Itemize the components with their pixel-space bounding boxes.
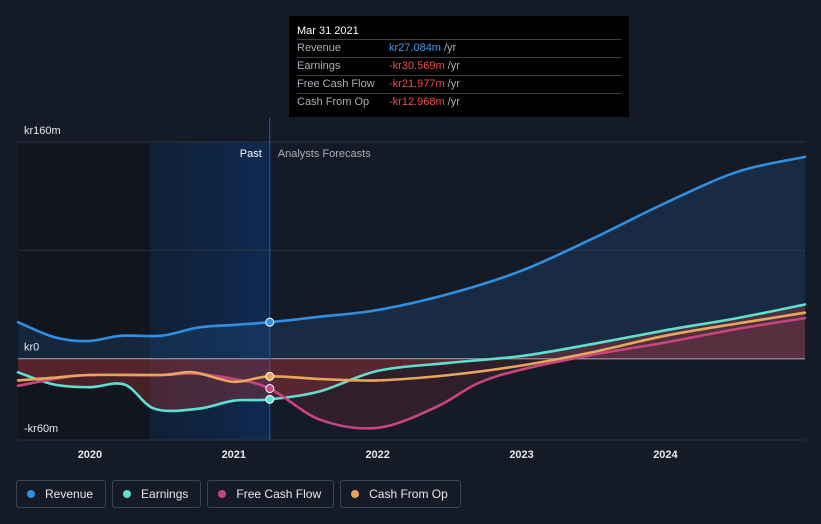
- tooltip: Mar 31 2021 Revenue kr27.084m /yr Earnin…: [289, 16, 629, 117]
- x-tick-label: 2022: [365, 449, 389, 461]
- tooltip-date: Mar 31 2021: [297, 25, 359, 37]
- past-shading: [150, 142, 270, 440]
- revenue-area: [18, 156, 805, 359]
- tooltip-unit: /yr: [447, 78, 460, 90]
- legend-label: Earnings: [141, 487, 189, 501]
- x-tick-label: 2021: [222, 449, 246, 461]
- fcf-area: [18, 318, 805, 429]
- legend-item-earnings[interactable]: Earnings: [112, 480, 202, 508]
- legend: Revenue Earnings Free Cash Flow Cash Fro…: [16, 480, 461, 508]
- legend-item-revenue[interactable]: Revenue: [16, 480, 107, 508]
- tooltip-value: kr27.084m: [389, 42, 441, 54]
- marker-free-cash-flow: [265, 384, 275, 394]
- tooltip-row-free-cash-flow: Free Cash Flow -kr21.977m /yr: [297, 75, 621, 93]
- tooltip-value: -kr30.569m: [389, 60, 445, 72]
- tooltip-label: Earnings: [297, 60, 341, 72]
- y-tick-label: -kr60m: [24, 423, 58, 435]
- legend-dot-icon: [218, 490, 227, 498]
- chart-darker-band: [18, 142, 150, 440]
- tooltip-label: Revenue: [297, 42, 342, 54]
- tooltip-row-cash-from-op: Cash From Op -kr12.968m /yr: [297, 93, 621, 111]
- legend-label: Cash From Op: [369, 487, 448, 501]
- tooltip-label: Free Cash Flow: [297, 78, 375, 90]
- earnings-area: [18, 304, 805, 411]
- legend-item-free-cash-flow[interactable]: Free Cash Flow: [207, 480, 335, 508]
- x-tick-label: 2024: [653, 449, 678, 461]
- x-tick-label: 2020: [78, 449, 102, 461]
- tooltip-value: -kr21.977m: [389, 78, 445, 90]
- forecast-label: Analysts Forecasts: [278, 148, 371, 160]
- y-tick-label: kr0: [24, 342, 39, 354]
- x-tick-label: 2023: [509, 449, 533, 461]
- marker-revenue: [265, 317, 275, 327]
- tooltip-unit: /yr: [447, 96, 460, 108]
- tooltip-unit: /yr: [447, 60, 460, 72]
- legend-item-cash-from-op[interactable]: Cash From Op: [340, 480, 461, 508]
- legend-dot-icon: [27, 490, 35, 498]
- tooltip-row-earnings: Earnings -kr30.569m /yr: [297, 57, 621, 75]
- legend-label: Revenue: [45, 487, 94, 501]
- past-label: Past: [240, 148, 262, 160]
- series-line-earnings: [16, 303, 807, 413]
- series-line-cash-from-op: [16, 311, 807, 384]
- legend-dot-icon: [351, 490, 360, 498]
- tooltip-label: Cash From Op: [297, 96, 370, 108]
- series-line-revenue: [16, 155, 807, 343]
- marker-cash-from-op: [265, 371, 275, 381]
- marker-earnings: [265, 394, 275, 404]
- legend-dot-icon: [123, 490, 132, 498]
- tooltip-row-revenue: Revenue kr27.084m /yr: [297, 39, 621, 57]
- tooltip-value: -kr12.968m: [389, 96, 445, 108]
- tooltip-unit: /yr: [443, 42, 457, 54]
- legend-label: Free Cash Flow: [236, 487, 322, 501]
- y-tick-label: kr160m: [24, 125, 61, 137]
